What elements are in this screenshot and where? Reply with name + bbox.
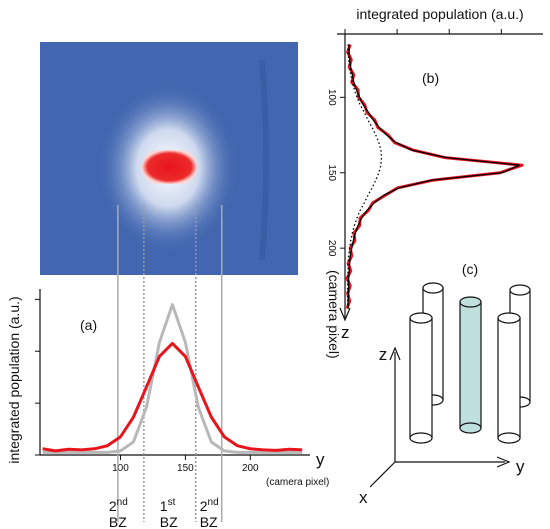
x-axis-unit: (camera pixel) xyxy=(266,477,329,488)
z-axis-label: z xyxy=(341,323,350,342)
axis-label: y xyxy=(516,457,525,476)
cylinder-diagram xyxy=(369,282,531,488)
zone-number: 2 xyxy=(200,498,208,514)
zone-number: 1 xyxy=(160,498,168,514)
zone-sup: st xyxy=(168,497,176,508)
zone-sup: nd xyxy=(208,497,219,508)
panel-label: (b) xyxy=(422,70,439,86)
zone-name: BZ xyxy=(109,514,127,529)
z-tick-label: 150 xyxy=(326,164,337,181)
zone-number: 1st xyxy=(160,497,176,514)
y-axis-label: integrated population (a.u.) xyxy=(6,296,22,463)
panel-label: (a) xyxy=(80,317,97,333)
value-axis-label: integrated population (a.u.) xyxy=(356,6,523,22)
zone-number: 2 xyxy=(109,498,117,514)
x-tick-label: 100 xyxy=(112,463,129,474)
data-line xyxy=(346,44,383,309)
data-line xyxy=(347,44,521,309)
zone-number: 2nd xyxy=(200,497,219,514)
z-tick-label: 200 xyxy=(326,240,337,257)
x-tick-label: 150 xyxy=(177,463,194,474)
panel-label: (c) xyxy=(462,261,478,277)
z-tick-label: 100 xyxy=(326,89,337,106)
z-axis-unit: (camera pixel) xyxy=(326,270,342,359)
zone-name: BZ xyxy=(160,514,178,529)
z-axis xyxy=(339,34,351,322)
x-tick-label: 200 xyxy=(242,463,259,474)
axis-label: x xyxy=(359,488,368,507)
zone-sup: nd xyxy=(117,497,128,508)
x-axis-label: y xyxy=(316,450,325,469)
zone-name: BZ xyxy=(200,514,218,529)
data-line xyxy=(42,341,303,453)
axis-label: z xyxy=(379,345,388,364)
zone-number: 2nd xyxy=(109,497,128,514)
data-line xyxy=(42,303,303,454)
camera-image xyxy=(40,42,298,275)
